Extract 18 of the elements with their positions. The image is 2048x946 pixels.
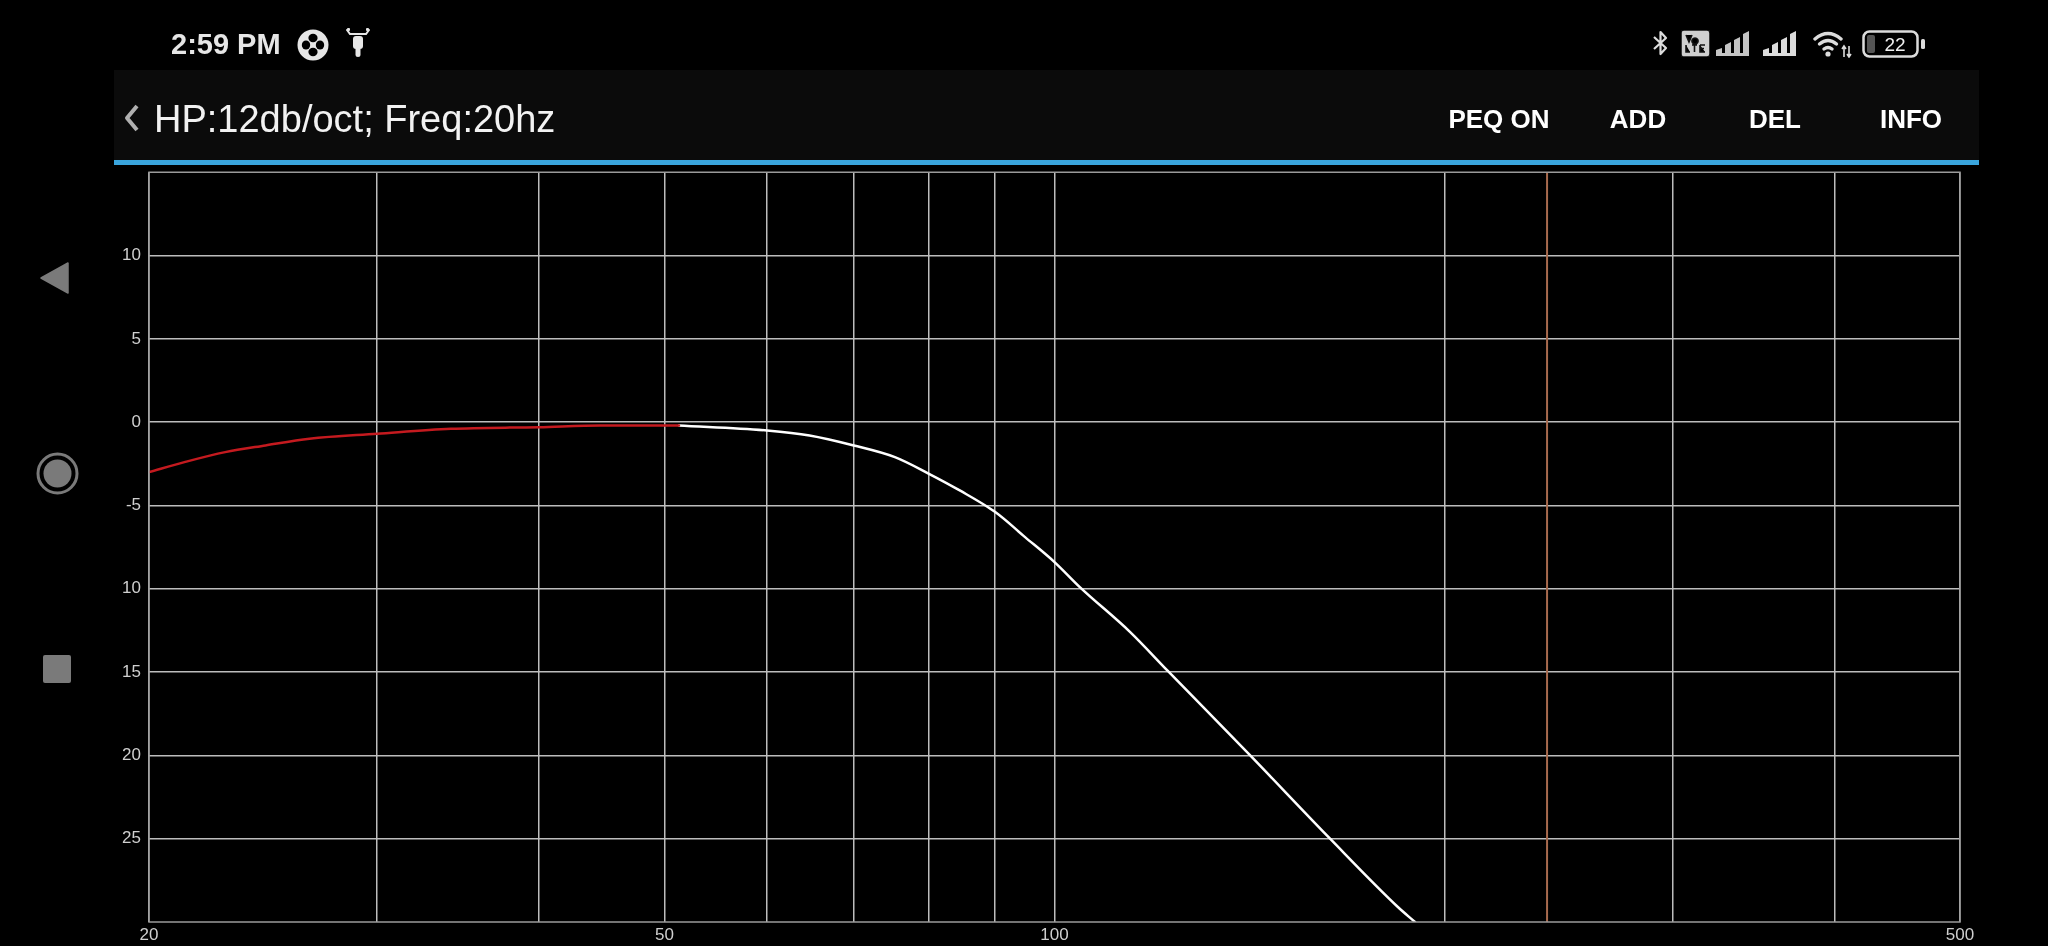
y-tick-label: -5 xyxy=(125,495,141,515)
x-tick-label: 500 xyxy=(1945,924,1975,944)
chart-title: HP:12db/oct; Freq:20hz xyxy=(154,98,556,140)
text: ADD xyxy=(1609,104,1667,134)
x-tick-label: 100 xyxy=(1040,924,1069,944)
y-tick-label: 20 xyxy=(122,745,141,765)
y-tick-label: 25 xyxy=(122,828,141,848)
y-tick-label: 15 xyxy=(122,661,141,681)
text: 22 xyxy=(1884,33,1906,55)
y-tick-label: 5 xyxy=(131,328,141,348)
text: PEQ ON xyxy=(1448,104,1550,134)
text: INFO xyxy=(1879,104,1943,134)
x-tick-label: 50 xyxy=(655,924,674,944)
y-tick-label: 0 xyxy=(131,411,141,431)
text: DEL xyxy=(1749,104,1801,134)
text: 2:59 PM xyxy=(171,27,281,60)
y-tick-label: 10 xyxy=(122,245,141,265)
y-tick-label: 10 xyxy=(122,578,141,598)
